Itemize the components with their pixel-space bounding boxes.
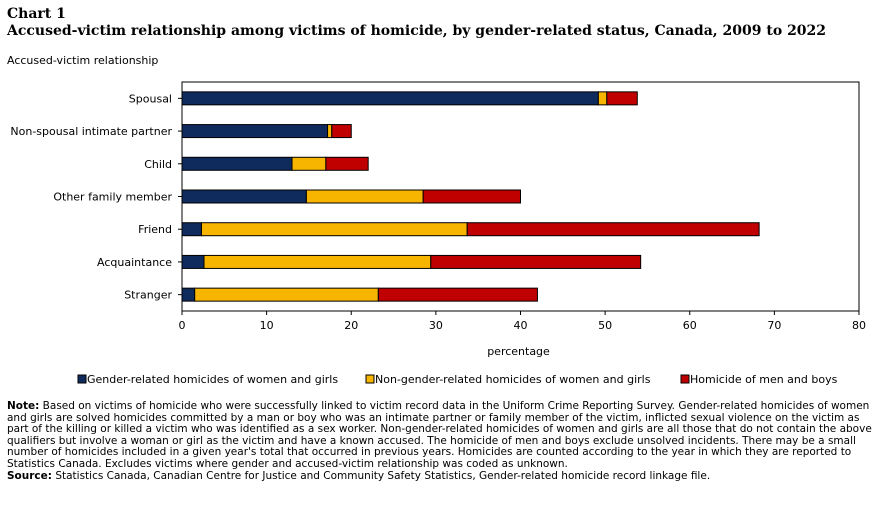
- bar-segment: [466, 222, 760, 237]
- bar-segment: [325, 156, 369, 171]
- bar-segment: [327, 124, 333, 139]
- bar-segment: [377, 287, 538, 302]
- bar-segment: [200, 222, 468, 237]
- note-label: Note:: [7, 400, 40, 412]
- stacked-bar-chart: Accused-victim relationship Spousal Non-sp…: [7, 54, 866, 386]
- bar-segment: [181, 91, 599, 106]
- category-label: Acquaintance: [97, 256, 172, 269]
- note-text: Based on victims of homicide who were su…: [7, 400, 872, 470]
- y-axis-title: Accused-victim relationship: [7, 54, 158, 67]
- legend-label: Gender-related homicides of women and gi…: [87, 373, 338, 386]
- source-text: Statistics Canada, Canadian Centre for J…: [51, 469, 711, 482]
- bar-segment: [181, 156, 293, 171]
- source-label: Source:: [7, 469, 52, 482]
- category-label: Stranger: [124, 289, 172, 302]
- bar-segment: [181, 189, 307, 204]
- x-tick-label: 40: [514, 319, 528, 332]
- x-axis-title: percentage: [487, 345, 550, 358]
- source-paragraph: Source: Statistics Canada, Canadian Cent…: [7, 469, 877, 483]
- bar-segment: [291, 156, 327, 171]
- x-tick-label: 30: [429, 319, 443, 332]
- chart-title: Accused-victim relationship among victim…: [7, 23, 827, 39]
- legend-swatch: [680, 374, 690, 384]
- category-label: Child: [144, 158, 172, 171]
- legend-swatch: [77, 374, 87, 384]
- bar-segment: [181, 222, 202, 237]
- x-tick-label: 10: [260, 319, 274, 332]
- category-label: Spousal: [129, 92, 172, 105]
- x-tick-label: 0: [179, 319, 186, 332]
- bar-segment: [331, 124, 352, 139]
- chart-notes: Note: Based on victims of homicide who w…: [7, 400, 877, 483]
- category-label: Non-spousal intimate partner: [10, 125, 172, 138]
- legend-label: Non-gender-related homicides of women an…: [375, 373, 651, 386]
- legend-label: Homicide of men and boys: [690, 373, 838, 386]
- x-tick-label: 20: [344, 319, 358, 332]
- legend-swatch: [365, 374, 375, 384]
- category-label: Friend: [138, 223, 172, 236]
- bar-segment: [422, 189, 521, 204]
- bar-segment: [597, 91, 608, 106]
- bar-segment: [194, 287, 379, 302]
- x-tick-label: 80: [852, 319, 866, 332]
- bar-segment: [203, 254, 432, 269]
- bar-segment: [430, 254, 642, 269]
- x-tick-label: 70: [767, 319, 781, 332]
- bar-segment: [181, 254, 205, 269]
- bar-segment: [305, 189, 424, 204]
- bar-segment: [181, 287, 196, 302]
- chart-label: Chart 1: [7, 6, 66, 22]
- x-tick-label: 60: [683, 319, 697, 332]
- note-paragraph: Note: Based on victims of homicide who w…: [7, 400, 877, 471]
- category-label: Other family member: [53, 191, 172, 204]
- bar-segment: [606, 91, 638, 106]
- bar-segment: [181, 124, 329, 139]
- x-tick-label: 50: [598, 319, 612, 332]
